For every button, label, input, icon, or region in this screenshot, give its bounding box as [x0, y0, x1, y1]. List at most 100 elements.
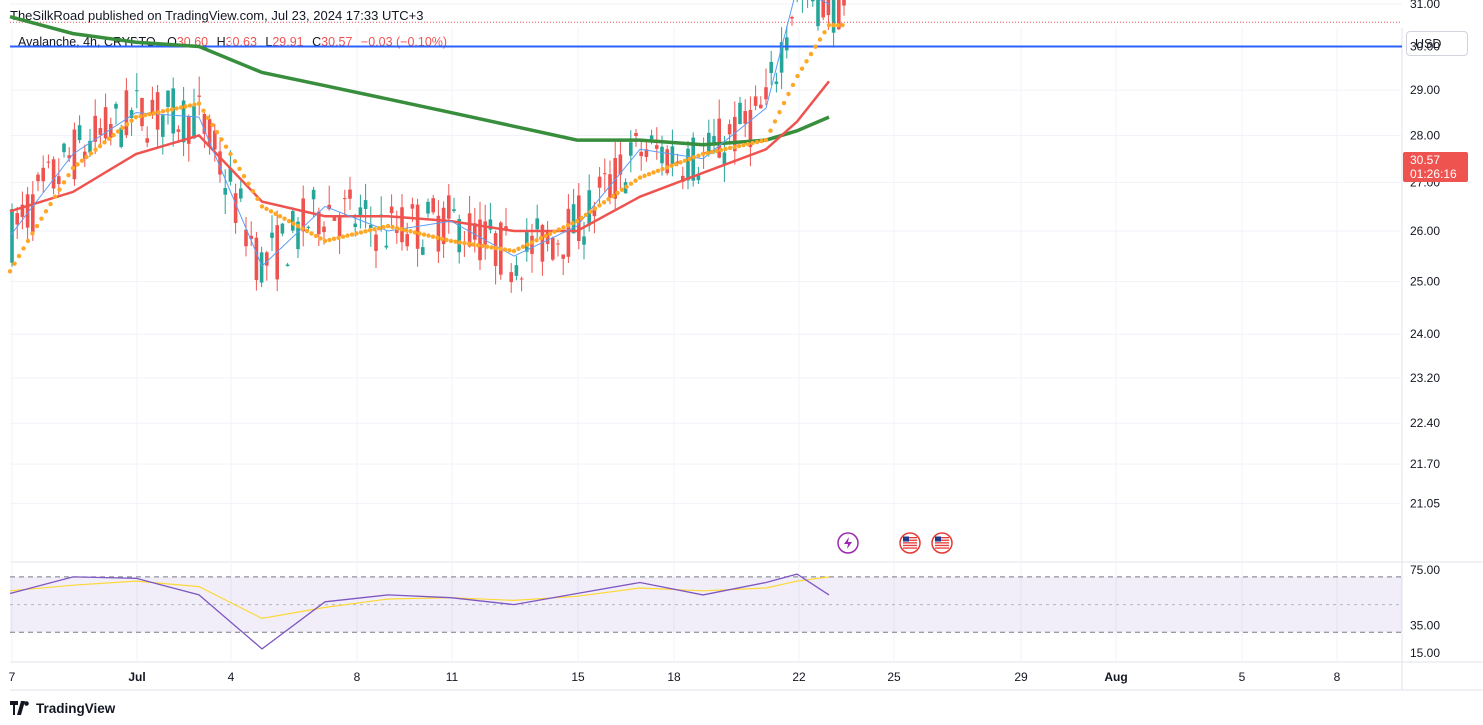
sar-dot [655, 168, 661, 173]
currency-selector[interactable]: USD [1406, 31, 1468, 56]
candle-body [769, 61, 773, 73]
sar-dot [336, 235, 341, 240]
candle-body [447, 195, 451, 219]
candle-body [842, 0, 846, 6]
sar-dot [529, 240, 535, 245]
candle-body [129, 110, 134, 118]
sar-dot [111, 132, 116, 138]
candle-body [285, 264, 290, 267]
time-tick-label: 15 [571, 670, 585, 684]
sar-dot [399, 227, 404, 232]
sar-dot [277, 214, 283, 219]
tradingview-footer[interactable]: TradingView [10, 698, 115, 718]
sar-dot [498, 246, 503, 252]
price-tick-label: 29.00 [1410, 83, 1440, 97]
candle-body [421, 247, 425, 255]
candle-body [93, 115, 97, 142]
price-tick-label: 22.40 [1410, 416, 1440, 430]
sar-dot [70, 165, 76, 171]
candle-body [665, 149, 669, 174]
sar-dot [21, 246, 26, 251]
price-tick-label: 24.00 [1410, 327, 1440, 341]
candle-body [436, 215, 441, 252]
sar-dot [309, 231, 314, 236]
candle-body [478, 219, 482, 261]
candle-body [31, 194, 35, 232]
sar-dot [300, 226, 305, 231]
sar-dot [169, 107, 175, 112]
sar-dot [493, 245, 499, 251]
time-tick-label: 11 [446, 670, 459, 684]
sar-dot [633, 178, 638, 183]
sar-dot [439, 236, 445, 242]
flag-stripe [903, 544, 917, 547]
sar-dot [619, 187, 625, 193]
candle-body [259, 252, 264, 283]
sar-dot [412, 230, 418, 235]
sar-dot [403, 228, 409, 233]
sar-dot [79, 158, 85, 163]
candle-body [504, 226, 508, 231]
flag-stripe [935, 547, 949, 549]
candle-body [369, 225, 373, 228]
sar-dot [835, 22, 841, 28]
time-tick-label: 5 [1239, 670, 1246, 684]
sar-dot [444, 237, 449, 243]
sar-dot [205, 115, 211, 120]
candle-body [57, 176, 61, 184]
sar-dot [363, 229, 368, 234]
sar-dot [84, 154, 89, 160]
candle-body [103, 107, 108, 139]
candle-body [587, 190, 591, 226]
candle-body [77, 125, 82, 141]
sar-dot [592, 206, 598, 211]
sar-dot [480, 243, 485, 249]
candle-body [712, 136, 716, 143]
flag-canton [935, 536, 941, 542]
candle-body [426, 201, 430, 214]
sar-dot [214, 129, 220, 135]
sar-dot [475, 243, 481, 248]
sar-dot [255, 196, 260, 202]
sar-dot [624, 184, 629, 189]
candle-body [270, 232, 274, 238]
sar-dot [466, 241, 472, 247]
sar-dot [651, 170, 656, 175]
candle-body [176, 129, 181, 132]
sar-dot [741, 142, 746, 148]
candle-body [556, 243, 560, 245]
candle-body [545, 231, 550, 244]
candle-body [660, 146, 664, 164]
sar-dot [349, 232, 355, 237]
sar-dot [408, 229, 413, 234]
sar-dot [142, 113, 148, 118]
candle-body [306, 226, 311, 228]
sar-dot [129, 118, 134, 123]
candle-body [358, 207, 363, 217]
time-tick-label: 29 [1014, 670, 1028, 684]
high-label: H [216, 35, 226, 49]
sar-dot [322, 238, 328, 244]
sar-dot [502, 247, 508, 252]
candle-body [525, 232, 529, 252]
sar-dot [57, 187, 62, 192]
candle-body [187, 116, 191, 144]
candle-body [239, 188, 243, 199]
candle-body [431, 198, 435, 213]
sar-dot [120, 125, 125, 131]
sar-dot [745, 141, 751, 147]
sar-dot [16, 253, 22, 259]
lightning-bolt [844, 537, 852, 549]
time-tick-label: 22 [792, 670, 806, 684]
sar-dot [183, 104, 188, 109]
sar-dot [421, 232, 427, 237]
sar-dot [777, 109, 782, 115]
sar-dot [660, 166, 665, 172]
candle-body [327, 204, 331, 210]
flag-stripe [935, 544, 949, 547]
sar-dot [223, 144, 229, 149]
candle-body [577, 195, 581, 242]
sar-dot [430, 234, 436, 239]
candle-body [109, 123, 113, 138]
